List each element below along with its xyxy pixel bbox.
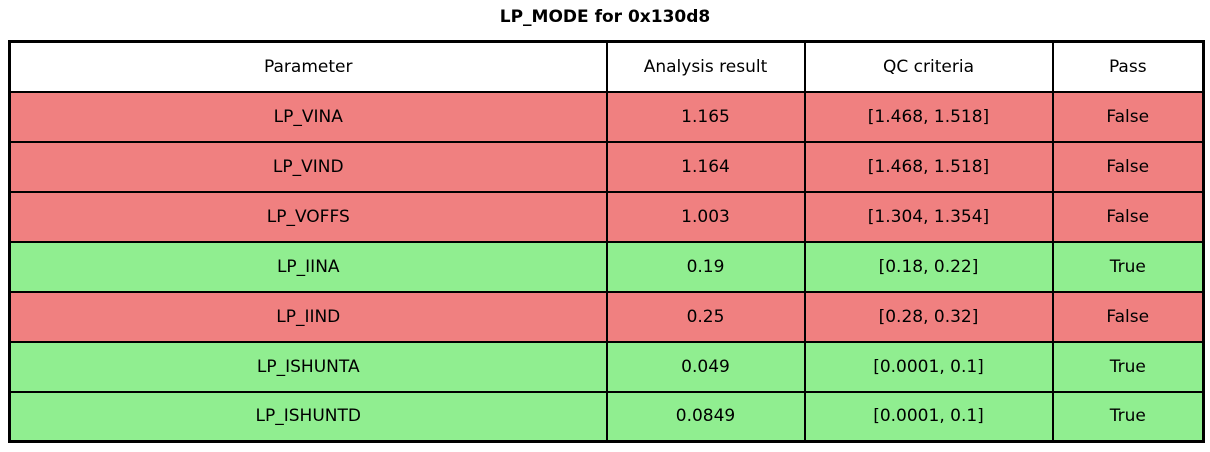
cell-pass: False xyxy=(1051,290,1205,343)
column-header-parameter: Parameter xyxy=(8,40,608,93)
table-row: LP_IIND 0.25 [0.28, 0.32] False xyxy=(8,290,1205,343)
cell-parameter: LP_VOFFS xyxy=(8,190,608,243)
cell-analysis-result: 1.003 xyxy=(605,190,806,243)
cell-qc-criteria: [1.304, 1.354] xyxy=(803,190,1054,243)
cell-pass: True xyxy=(1051,390,1205,443)
column-header-qc-criteria: QC criteria xyxy=(803,40,1054,93)
cell-qc-criteria: [1.468, 1.518] xyxy=(803,90,1054,143)
cell-qc-criteria: [1.468, 1.518] xyxy=(803,140,1054,193)
cell-analysis-result: 0.0849 xyxy=(605,390,806,443)
header-row: Parameter Analysis result QC criteria Pa… xyxy=(8,40,1205,93)
cell-analysis-result: 0.25 xyxy=(605,290,806,343)
cell-qc-criteria: [0.28, 0.32] xyxy=(803,290,1054,343)
cell-parameter: LP_VIND xyxy=(8,140,608,193)
cell-parameter: LP_ISHUNTA xyxy=(8,340,608,393)
cell-qc-criteria: [0.18, 0.22] xyxy=(803,240,1054,293)
cell-parameter: LP_ISHUNTD xyxy=(8,390,608,443)
table-row: LP_ISHUNTD 0.0849 [0.0001, 0.1] True xyxy=(8,390,1205,443)
cell-pass: False xyxy=(1051,90,1205,143)
cell-pass: True xyxy=(1051,340,1205,393)
table-row: LP_VIND 1.164 [1.468, 1.518] False xyxy=(8,140,1205,193)
cell-qc-criteria: [0.0001, 0.1] xyxy=(803,340,1054,393)
table-row: LP_VOFFS 1.003 [1.304, 1.354] False xyxy=(8,190,1205,243)
table-row: LP_IINA 0.19 [0.18, 0.22] True xyxy=(8,240,1205,293)
table-row: LP_VINA 1.165 [1.468, 1.518] False xyxy=(8,90,1205,143)
cell-analysis-result: 1.164 xyxy=(605,140,806,193)
column-header-pass: Pass xyxy=(1051,40,1205,93)
cell-pass: False xyxy=(1051,190,1205,243)
cell-pass: False xyxy=(1051,140,1205,193)
table-row: LP_ISHUNTA 0.049 [0.0001, 0.1] True xyxy=(8,340,1205,393)
cell-analysis-result: 0.049 xyxy=(605,340,806,393)
cell-parameter: LP_IINA xyxy=(8,240,608,293)
cell-analysis-result: 0.19 xyxy=(605,240,806,293)
qc-results-table: Parameter Analysis result QC criteria Pa… xyxy=(8,40,1205,443)
chart-title: LP_MODE for 0x130d8 xyxy=(499,7,711,27)
cell-pass: True xyxy=(1051,240,1205,293)
cell-analysis-result: 1.165 xyxy=(605,90,806,143)
column-header-analysis-result: Analysis result xyxy=(605,40,806,93)
cell-parameter: LP_IIND xyxy=(8,290,608,343)
cell-qc-criteria: [0.0001, 0.1] xyxy=(803,390,1054,443)
cell-parameter: LP_VINA xyxy=(8,90,608,143)
